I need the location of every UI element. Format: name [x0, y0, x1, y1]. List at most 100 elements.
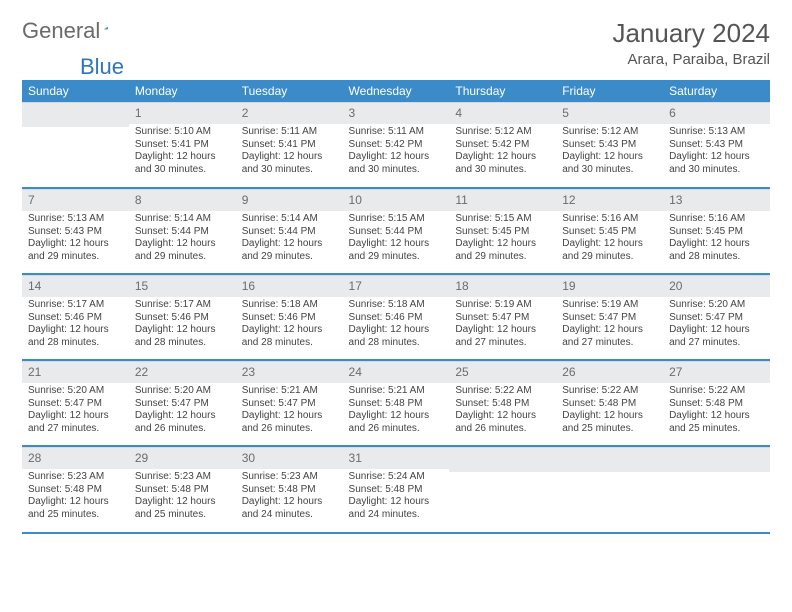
calendar-day-cell: 21Sunrise: 5:20 AMSunset: 5:47 PMDayligh… [22, 360, 129, 446]
day-number: 27 [663, 361, 770, 383]
day-number: 12 [556, 189, 663, 211]
sunrise-text: Sunrise: 5:12 AM [455, 126, 550, 139]
calendar-week-row: 7Sunrise: 5:13 AMSunset: 5:43 PMDaylight… [22, 188, 770, 274]
day-details: Sunrise: 5:11 AMSunset: 5:42 PMDaylight:… [343, 124, 450, 186]
calendar-day-cell: 2Sunrise: 5:11 AMSunset: 5:41 PMDaylight… [236, 102, 343, 188]
sunset-text: Sunset: 5:47 PM [562, 312, 657, 325]
daylight-text: Daylight: 12 hours and 26 minutes. [455, 410, 550, 435]
sunset-text: Sunset: 5:48 PM [669, 398, 764, 411]
day-details: Sunrise: 5:13 AMSunset: 5:43 PMDaylight:… [22, 211, 129, 273]
day-details: Sunrise: 5:17 AMSunset: 5:46 PMDaylight:… [22, 297, 129, 359]
sunrise-text: Sunrise: 5:17 AM [28, 299, 123, 312]
daylight-text: Daylight: 12 hours and 29 minutes. [455, 238, 550, 263]
day-details: Sunrise: 5:22 AMSunset: 5:48 PMDaylight:… [556, 383, 663, 445]
sunset-text: Sunset: 5:46 PM [349, 312, 444, 325]
calendar-table: SundayMondayTuesdayWednesdayThursdayFrid… [22, 80, 770, 534]
sunset-text: Sunset: 5:42 PM [349, 139, 444, 152]
calendar-day-cell: 15Sunrise: 5:17 AMSunset: 5:46 PMDayligh… [129, 274, 236, 360]
calendar-day-cell: 12Sunrise: 5:16 AMSunset: 5:45 PMDayligh… [556, 188, 663, 274]
day-number: 15 [129, 275, 236, 297]
day-details: Sunrise: 5:12 AMSunset: 5:43 PMDaylight:… [556, 124, 663, 186]
day-number: 14 [22, 275, 129, 297]
day-details: Sunrise: 5:22 AMSunset: 5:48 PMDaylight:… [663, 383, 770, 445]
day-details: Sunrise: 5:15 AMSunset: 5:45 PMDaylight:… [449, 211, 556, 273]
sunrise-text: Sunrise: 5:23 AM [135, 471, 230, 484]
daylight-text: Daylight: 12 hours and 28 minutes. [669, 238, 764, 263]
day-details [449, 472, 556, 532]
weekday-header-row: SundayMondayTuesdayWednesdayThursdayFrid… [22, 80, 770, 102]
calendar-week-row: 21Sunrise: 5:20 AMSunset: 5:47 PMDayligh… [22, 360, 770, 446]
day-number: 21 [22, 361, 129, 383]
sunset-text: Sunset: 5:48 PM [349, 484, 444, 497]
sunrise-text: Sunrise: 5:17 AM [135, 299, 230, 312]
day-number: 7 [22, 189, 129, 211]
day-details [663, 472, 770, 532]
daylight-text: Daylight: 12 hours and 27 minutes. [669, 324, 764, 349]
sunrise-text: Sunrise: 5:16 AM [562, 213, 657, 226]
sunrise-text: Sunrise: 5:20 AM [28, 385, 123, 398]
sunrise-text: Sunrise: 5:13 AM [28, 213, 123, 226]
sunset-text: Sunset: 5:47 PM [242, 398, 337, 411]
sunset-text: Sunset: 5:45 PM [669, 226, 764, 239]
day-details: Sunrise: 5:16 AMSunset: 5:45 PMDaylight:… [663, 211, 770, 273]
calendar-day-cell: 22Sunrise: 5:20 AMSunset: 5:47 PMDayligh… [129, 360, 236, 446]
page-title: January 2024 [612, 18, 770, 49]
day-details: Sunrise: 5:20 AMSunset: 5:47 PMDaylight:… [129, 383, 236, 445]
day-number: 31 [343, 447, 450, 469]
sunset-text: Sunset: 5:48 PM [242, 484, 337, 497]
day-details: Sunrise: 5:20 AMSunset: 5:47 PMDaylight:… [22, 383, 129, 445]
sunrise-text: Sunrise: 5:14 AM [242, 213, 337, 226]
logo: General [22, 18, 128, 44]
logo-text-general: General [22, 18, 100, 44]
calendar-day-cell: 25Sunrise: 5:22 AMSunset: 5:48 PMDayligh… [449, 360, 556, 446]
day-number: 3 [343, 102, 450, 124]
day-details [556, 472, 663, 532]
day-number: 18 [449, 275, 556, 297]
calendar-day-cell: 19Sunrise: 5:19 AMSunset: 5:47 PMDayligh… [556, 274, 663, 360]
sunrise-text: Sunrise: 5:21 AM [349, 385, 444, 398]
daylight-text: Daylight: 12 hours and 30 minutes. [349, 151, 444, 176]
sunrise-text: Sunrise: 5:14 AM [135, 213, 230, 226]
sunset-text: Sunset: 5:42 PM [455, 139, 550, 152]
day-number: 25 [449, 361, 556, 383]
sunrise-text: Sunrise: 5:20 AM [135, 385, 230, 398]
calendar-day-cell: 27Sunrise: 5:22 AMSunset: 5:48 PMDayligh… [663, 360, 770, 446]
calendar-day-cell: 14Sunrise: 5:17 AMSunset: 5:46 PMDayligh… [22, 274, 129, 360]
daylight-text: Daylight: 12 hours and 29 minutes. [562, 238, 657, 263]
daylight-text: Daylight: 12 hours and 30 minutes. [455, 151, 550, 176]
sunrise-text: Sunrise: 5:16 AM [669, 213, 764, 226]
day-number: 26 [556, 361, 663, 383]
day-details: Sunrise: 5:19 AMSunset: 5:47 PMDaylight:… [556, 297, 663, 359]
weekday-header: Saturday [663, 80, 770, 102]
sunrise-text: Sunrise: 5:23 AM [28, 471, 123, 484]
daylight-text: Daylight: 12 hours and 27 minutes. [562, 324, 657, 349]
calendar-day-cell: 11Sunrise: 5:15 AMSunset: 5:45 PMDayligh… [449, 188, 556, 274]
day-details: Sunrise: 5:13 AMSunset: 5:43 PMDaylight:… [663, 124, 770, 186]
sunset-text: Sunset: 5:48 PM [135, 484, 230, 497]
sunset-text: Sunset: 5:41 PM [242, 139, 337, 152]
calendar-day-cell [556, 446, 663, 533]
calendar-day-cell: 16Sunrise: 5:18 AMSunset: 5:46 PMDayligh… [236, 274, 343, 360]
day-details: Sunrise: 5:19 AMSunset: 5:47 PMDaylight:… [449, 297, 556, 359]
sunset-text: Sunset: 5:43 PM [562, 139, 657, 152]
day-details: Sunrise: 5:18 AMSunset: 5:46 PMDaylight:… [236, 297, 343, 359]
day-number: 29 [129, 447, 236, 469]
location-label: Arara, Paraiba, Brazil [612, 51, 770, 68]
day-number [22, 102, 129, 127]
day-details: Sunrise: 5:20 AMSunset: 5:47 PMDaylight:… [663, 297, 770, 359]
daylight-text: Daylight: 12 hours and 24 minutes. [349, 496, 444, 521]
day-details: Sunrise: 5:18 AMSunset: 5:46 PMDaylight:… [343, 297, 450, 359]
day-number: 17 [343, 275, 450, 297]
sunrise-text: Sunrise: 5:22 AM [562, 385, 657, 398]
daylight-text: Daylight: 12 hours and 28 minutes. [242, 324, 337, 349]
weekday-header: Friday [556, 80, 663, 102]
sunset-text: Sunset: 5:47 PM [28, 398, 123, 411]
calendar-day-cell [663, 446, 770, 533]
daylight-text: Daylight: 12 hours and 25 minutes. [28, 496, 123, 521]
calendar-day-cell: 24Sunrise: 5:21 AMSunset: 5:48 PMDayligh… [343, 360, 450, 446]
calendar-day-cell: 8Sunrise: 5:14 AMSunset: 5:44 PMDaylight… [129, 188, 236, 274]
sunrise-text: Sunrise: 5:19 AM [455, 299, 550, 312]
day-number: 4 [449, 102, 556, 124]
calendar-body: 1Sunrise: 5:10 AMSunset: 5:41 PMDaylight… [22, 102, 770, 533]
calendar-day-cell: 28Sunrise: 5:23 AMSunset: 5:48 PMDayligh… [22, 446, 129, 533]
